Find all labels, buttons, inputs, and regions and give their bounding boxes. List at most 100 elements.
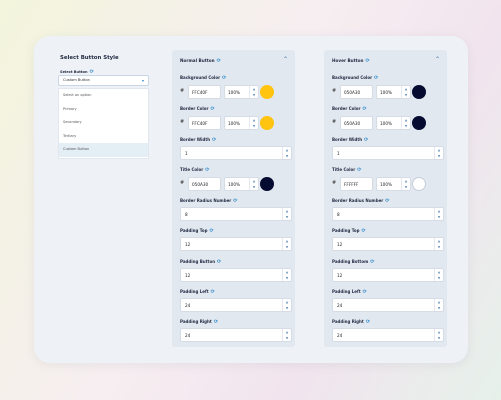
sync-icon[interactable]: ⟳ bbox=[374, 75, 379, 81]
sync-icon[interactable]: ⟳ bbox=[361, 228, 366, 234]
padding-top-row: 12 ▲ ▼ bbox=[332, 237, 444, 251]
sync-icon[interactable]: ⟳ bbox=[362, 289, 367, 295]
sync-icon[interactable]: ⟳ bbox=[213, 319, 219, 325]
opacity-input[interactable]: 100% ▲ ▼ bbox=[224, 85, 259, 99]
button-style-select[interactable]: Custom Button ▾ bbox=[58, 75, 149, 86]
chevron-down-icon: ▾ bbox=[141, 78, 144, 83]
color-swatch[interactable] bbox=[412, 116, 426, 130]
normal-button-panel: Normal Button ⟳ ⌃ Background Color ⟳ # FFC… bbox=[172, 50, 295, 347]
padding-left-input[interactable]: 24 ▲ ▼ bbox=[332, 298, 444, 312]
color-swatch[interactable] bbox=[260, 177, 274, 191]
border-width-input[interactable]: 1 ▲ ▼ bbox=[180, 146, 292, 160]
number-stepper[interactable]: ▲ ▼ bbox=[434, 147, 443, 159]
chevron-up-icon[interactable]: ⌃ bbox=[282, 56, 288, 63]
hex-input[interactable]: FFFFFF bbox=[340, 177, 373, 191]
padding-right-input[interactable]: 24 ▲ ▼ bbox=[180, 328, 292, 342]
opacity-stepper[interactable]: ▲ ▼ bbox=[249, 178, 258, 190]
border-radius-input[interactable]: 8 ▲ ▼ bbox=[332, 207, 444, 221]
hex-input[interactable]: FFC40F bbox=[188, 85, 221, 99]
dropdown-option[interactable]: Select an option bbox=[63, 93, 92, 97]
dropdown-option-selected[interactable]: Custom Button bbox=[59, 143, 148, 157]
hash-symbol: # bbox=[180, 119, 185, 125]
sync-icon[interactable]: ⟳ bbox=[89, 69, 94, 75]
title-color-label: Title Color ⟳ bbox=[180, 167, 210, 173]
opacity-input[interactable]: 100% ▲ ▼ bbox=[376, 85, 411, 99]
padding-bottom-input[interactable]: 12 ▲ ▼ bbox=[332, 268, 444, 282]
number-stepper[interactable]: ▲ ▼ bbox=[434, 329, 443, 341]
padding-right-row: 24 ▲ ▼ bbox=[180, 328, 292, 342]
sync-icon[interactable]: ⟳ bbox=[365, 319, 371, 325]
padding-top-input[interactable]: 12 ▲ ▼ bbox=[332, 237, 444, 251]
opacity-stepper[interactable]: ▲ ▼ bbox=[401, 117, 410, 129]
opacity-input[interactable]: 100% ▲ ▼ bbox=[224, 116, 259, 130]
opacity-stepper[interactable]: ▲ ▼ bbox=[401, 178, 410, 190]
sync-icon[interactable]: ⟳ bbox=[364, 137, 369, 143]
border-width-input[interactable]: 1 ▲ ▼ bbox=[332, 146, 444, 160]
hex-input[interactable]: FFC40F bbox=[188, 116, 221, 130]
padding-left-row: 24 ▲ ▼ bbox=[332, 298, 444, 312]
button-style-dropdown: Select an option Primary Secondary Terti… bbox=[58, 88, 149, 159]
sync-icon[interactable]: ⟳ bbox=[205, 167, 210, 173]
sync-icon[interactable]: ⟳ bbox=[209, 228, 214, 234]
opacity-stepper[interactable]: ▲ ▼ bbox=[401, 86, 410, 98]
dropdown-option[interactable]: Tertiary bbox=[63, 133, 77, 138]
sync-icon[interactable]: ⟳ bbox=[216, 58, 221, 64]
sync-icon[interactable]: ⟳ bbox=[365, 58, 370, 64]
number-stepper[interactable]: ▲ ▼ bbox=[434, 238, 443, 250]
sync-icon[interactable]: ⟳ bbox=[233, 198, 238, 204]
background-color-row: # FFC40F 100% ▲ ▼ bbox=[180, 85, 292, 99]
opacity-stepper[interactable]: ▲ ▼ bbox=[249, 86, 258, 98]
padding-right-input[interactable]: 24 ▲ ▼ bbox=[332, 328, 444, 342]
number-stepper[interactable]: ▲ ▼ bbox=[434, 208, 443, 220]
sync-icon[interactable]: ⟳ bbox=[370, 259, 375, 265]
opacity-input[interactable]: 100% ▲ ▼ bbox=[376, 116, 411, 130]
padding-right-row: 24 ▲ ▼ bbox=[332, 328, 444, 342]
border-radius-row: 8 ▲ ▼ bbox=[332, 207, 444, 221]
border-radius-input[interactable]: 8 ▲ ▼ bbox=[180, 207, 292, 221]
opacity-input[interactable]: 100% ▲ ▼ bbox=[376, 177, 411, 191]
color-swatch[interactable] bbox=[260, 116, 274, 130]
sync-icon[interactable]: ⟳ bbox=[357, 167, 362, 173]
sync-icon[interactable]: ⟳ bbox=[212, 137, 217, 143]
opacity-input[interactable]: 100% ▲ ▼ bbox=[224, 177, 259, 191]
sync-icon[interactable]: ⟳ bbox=[210, 289, 215, 295]
padding-top-input[interactable]: 12 ▲ ▼ bbox=[180, 237, 292, 251]
color-swatch[interactable] bbox=[412, 177, 426, 191]
sync-icon[interactable]: ⟳ bbox=[217, 259, 222, 265]
padding-bottom-row: 12 ▲ ▼ bbox=[332, 268, 444, 282]
padding-bottom-label: Padding Bottom ⟳ bbox=[332, 259, 375, 265]
padding-right-label: Padding Right ⟳ bbox=[332, 319, 371, 325]
dropdown-option[interactable]: Primary bbox=[63, 106, 77, 111]
padding-left-input[interactable]: 24 ▲ ▼ bbox=[180, 298, 292, 312]
number-stepper[interactable]: ▲ ▼ bbox=[434, 299, 443, 311]
border-color-row: # FFC40F 100% ▲ ▼ bbox=[180, 116, 292, 130]
sync-icon[interactable]: ⟳ bbox=[210, 106, 215, 112]
hex-input[interactable]: 050A30 bbox=[340, 116, 373, 130]
sync-icon[interactable]: ⟳ bbox=[385, 198, 390, 204]
border-width-row: 1 ▲ ▼ bbox=[332, 146, 444, 160]
chevron-up-icon[interactable]: ⌃ bbox=[434, 56, 440, 63]
number-stepper[interactable]: ▲ ▼ bbox=[282, 269, 291, 281]
hash-symbol: # bbox=[180, 180, 185, 186]
color-swatch[interactable] bbox=[260, 85, 274, 99]
hex-input[interactable]: 050A30 bbox=[340, 85, 373, 99]
number-stepper[interactable]: ▲ ▼ bbox=[282, 329, 291, 341]
number-stepper[interactable]: ▲ ▼ bbox=[434, 269, 443, 281]
number-stepper[interactable]: ▲ ▼ bbox=[282, 238, 291, 250]
panel-title: Normal Button ⟳ bbox=[180, 58, 221, 64]
opacity-stepper[interactable]: ▲ ▼ bbox=[249, 117, 258, 129]
number-stepper[interactable]: ▲ ▼ bbox=[282, 208, 291, 220]
select-button-style-title: Select Button Style bbox=[60, 55, 119, 61]
padding-top-row: 12 ▲ ▼ bbox=[180, 237, 292, 251]
border-radius-label: Border Radius Number ⟳ bbox=[180, 198, 238, 204]
sync-icon[interactable]: ⟳ bbox=[222, 75, 227, 81]
padding-bottom-input[interactable]: 12 ▲ ▼ bbox=[180, 268, 292, 282]
sync-icon[interactable]: ⟳ bbox=[362, 106, 367, 112]
hover-button-panel: Hover Button ⟳ ⌃ Background Color ⟳ # 050A… bbox=[324, 50, 447, 347]
color-swatch[interactable] bbox=[412, 85, 426, 99]
hex-input[interactable]: 050A30 bbox=[188, 177, 221, 191]
hash-symbol: # bbox=[332, 88, 337, 94]
number-stepper[interactable]: ▲ ▼ bbox=[282, 299, 291, 311]
number-stepper[interactable]: ▲ ▼ bbox=[282, 147, 291, 159]
dropdown-option[interactable]: Secondary bbox=[63, 120, 82, 125]
